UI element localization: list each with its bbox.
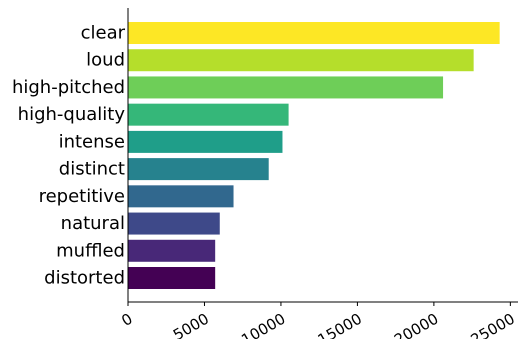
category-label-natural: natural bbox=[61, 213, 125, 234]
bar-high-quality bbox=[128, 103, 289, 126]
category-label-intense: intense bbox=[59, 131, 125, 152]
x-tick-label-0: 0 bbox=[118, 310, 135, 330]
x-tick-label-10000: 10000 bbox=[238, 310, 288, 339]
category-label-high-quality: high-quality bbox=[18, 104, 126, 125]
bars-group bbox=[128, 22, 500, 289]
category-label-high-pitched: high-pitched bbox=[12, 77, 125, 98]
x-ticks-group: 0 5000 10000 15000 20000 25000 bbox=[118, 302, 518, 339]
x-tick-label-25000: 25000 bbox=[468, 310, 518, 339]
bar-intense bbox=[128, 130, 283, 153]
category-label-clear: clear bbox=[81, 23, 126, 44]
bar-loud bbox=[128, 49, 474, 72]
x-tick-label-5000: 5000 bbox=[170, 310, 212, 339]
category-label-repetitive: repetitive bbox=[39, 186, 125, 207]
category-label-distorted: distorted bbox=[44, 268, 125, 289]
category-label-loud: loud bbox=[86, 50, 125, 71]
category-label-muffled: muffled bbox=[56, 240, 125, 261]
bar-repetitive bbox=[128, 185, 234, 208]
category-label-distinct: distinct bbox=[59, 159, 125, 180]
x-tick-label-15000: 15000 bbox=[315, 310, 365, 339]
bar-distinct bbox=[128, 158, 269, 181]
bar-high-pitched bbox=[128, 76, 444, 99]
bar-natural bbox=[128, 212, 220, 235]
bar-distorted bbox=[128, 267, 216, 289]
bar-muffled bbox=[128, 239, 216, 262]
x-tick-label-20000: 20000 bbox=[391, 310, 441, 339]
bar-clear bbox=[128, 22, 500, 44]
category-labels-group: clear loud high-pitched high-quality intense… bbox=[12, 23, 126, 289]
